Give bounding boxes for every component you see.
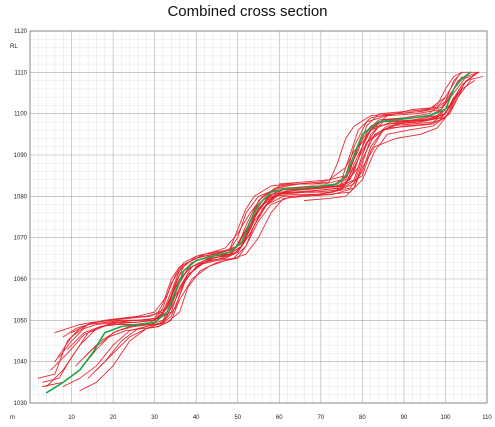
x-tick-label: 50 [234, 415, 241, 421]
red-series-line [58, 71, 480, 358]
x-tick-label: 90 [401, 415, 408, 421]
y-tick-label: 1120 [14, 29, 28, 35]
x-axis-label: m [10, 415, 15, 421]
x-tick-label: 100 [440, 415, 451, 421]
y-tick-label: 1070 [14, 236, 28, 242]
plot-frame [29, 30, 488, 404]
y-tick-label: 1100 [14, 112, 28, 118]
red-series-line [62, 80, 467, 338]
x-tick-label: 30 [151, 415, 158, 421]
red-series-line [50, 80, 475, 371]
x-tick-label: 80 [359, 415, 366, 421]
y-tick-label: 1050 [14, 318, 28, 324]
red-series-line [46, 73, 475, 387]
y-tick-label: 1110 [15, 70, 28, 76]
red-series-line [42, 71, 480, 383]
red-series-line [79, 104, 451, 392]
x-tick-label: 40 [193, 415, 200, 421]
red-series-line [87, 88, 463, 379]
x-tick-label: 20 [110, 415, 117, 421]
red-series-line [278, 96, 446, 185]
red-series-line [83, 96, 455, 358]
x-tick-label: 70 [317, 415, 324, 421]
red-series-line [71, 76, 459, 334]
y-axis-label: RL [10, 44, 18, 50]
x-tick-label: 10 [68, 415, 75, 421]
chart-title: Combined cross section [167, 3, 328, 20]
series-group [37, 71, 484, 394]
y-tick-label: 1040 [14, 360, 28, 366]
red-series-line [75, 113, 446, 367]
tick-labels: 10 20 30 40 50 60 70 80 90 100 110 1030 1040 1050 1060… [14, 29, 493, 421]
x-tick-label: 110 [482, 415, 492, 421]
x-tick-label: 60 [276, 415, 283, 421]
y-tick-label: 1060 [14, 277, 28, 283]
green-series-line [45, 71, 472, 394]
red-series-line [303, 100, 455, 201]
y-tick-label: 1080 [14, 194, 28, 200]
y-tick-label: 1030 [14, 401, 28, 407]
y-tick-label: 1090 [14, 153, 28, 159]
